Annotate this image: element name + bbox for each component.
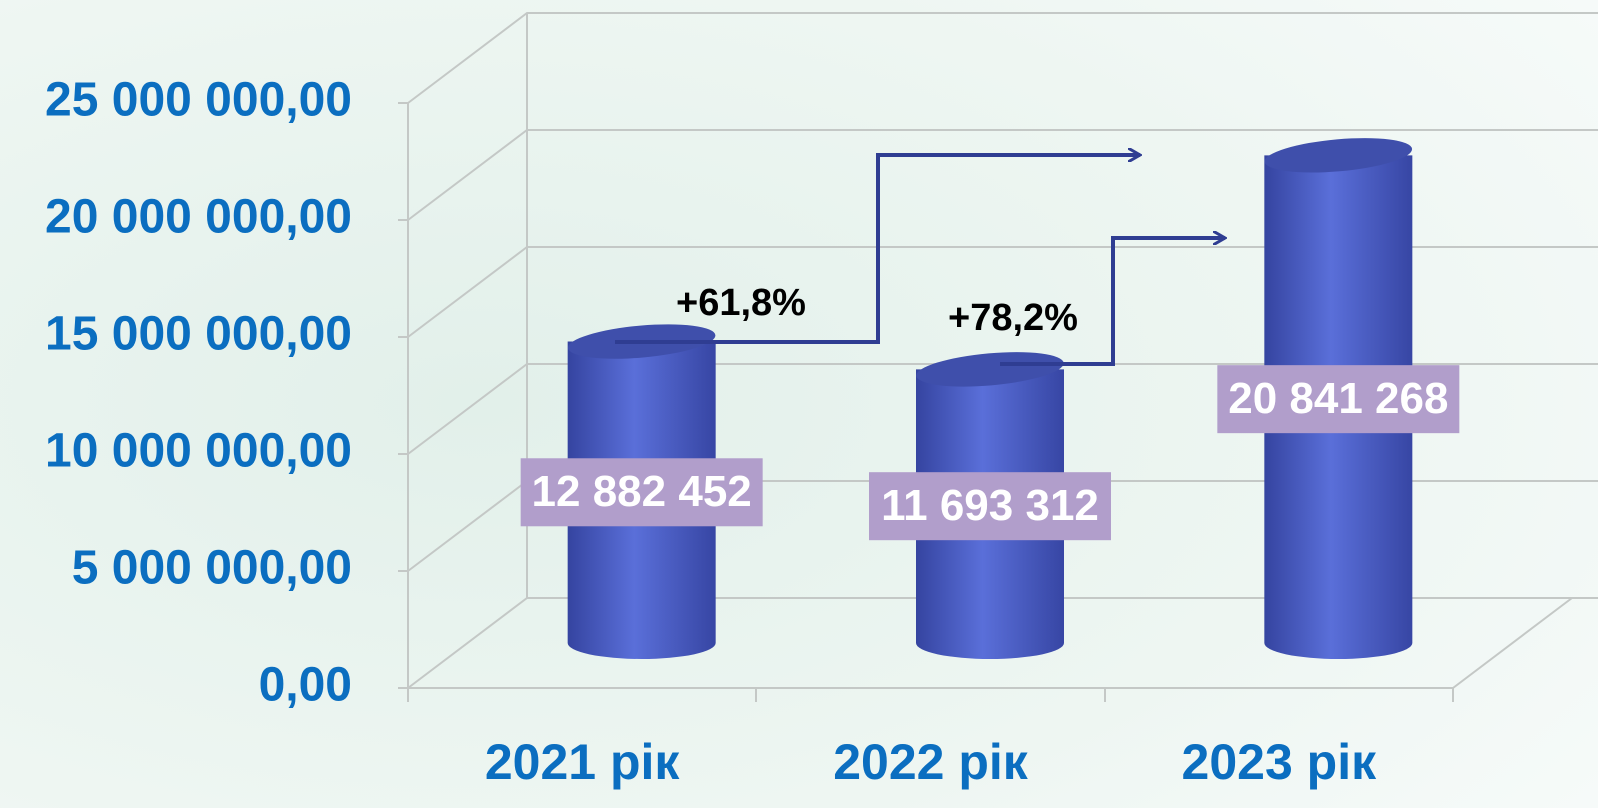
grid-line — [407, 129, 1598, 221]
x-tick-label: 2023 рік — [1182, 734, 1378, 790]
axes — [398, 12, 1598, 702]
value-label-box — [869, 472, 1111, 541]
value-label: 12 882 452 — [532, 467, 752, 516]
labels: 12 882 452 11 693 312 20 841 268 — [520, 365, 1460, 541]
y-tick-label: 0,00 — [259, 659, 352, 712]
floor-side — [1452, 597, 1573, 689]
value-label-box — [1217, 365, 1460, 434]
grid-line — [407, 12, 1598, 104]
grid-line — [407, 597, 1598, 689]
y-tick-label: 15 000 000,00 — [45, 308, 352, 361]
x-tick-label: 2021 рік — [485, 734, 681, 790]
bar-top — [916, 352, 1064, 387]
growth-arrow — [1000, 238, 1225, 366]
grid-line — [407, 363, 1598, 455]
bar-top — [1264, 138, 1413, 173]
value-label: 11 693 312 — [881, 481, 1099, 530]
annotation: +61,8% — [676, 282, 806, 324]
value-label: 20 841 268 — [1228, 374, 1448, 423]
growth-arrow — [615, 155, 1140, 344]
y-tick-label: 20 000 000,00 — [45, 191, 352, 244]
x-tick-label: 2022 рік — [833, 734, 1029, 790]
y-tick-label: 25 000 000,00 — [45, 74, 352, 127]
annotation: +78,2% — [948, 297, 1078, 339]
grid-line — [407, 246, 1598, 338]
value-label-box — [520, 458, 763, 527]
y-tick-label: 10 000 000,00 — [45, 425, 352, 478]
y-tick-label: 5 000 000,00 — [72, 542, 352, 595]
